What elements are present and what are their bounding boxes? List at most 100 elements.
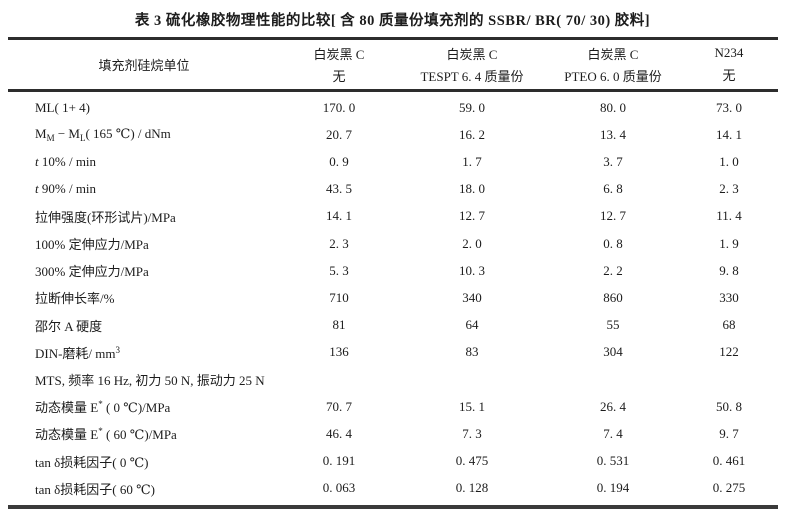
row-value: 0. 531 (596, 453, 630, 469)
row-value: 304 (603, 344, 623, 360)
header-col-line1: 白炭黑 C (446, 46, 498, 62)
row-value: 9. 7 (719, 425, 739, 441)
row-value: 340 (462, 289, 482, 305)
row-value: 710 (329, 289, 349, 305)
row-value: 20. 7 (326, 126, 352, 142)
header-col-line2: PTEO 6. 0 质量份 (564, 69, 662, 85)
row-value: 55 (606, 317, 620, 333)
row-label: 动态模量 E* ( 0 ℃)/MPa (35, 399, 171, 416)
header-col-line2: 无 (722, 68, 736, 84)
row-value: 2. 2 (603, 262, 623, 278)
row-value: 170. 0 (322, 99, 356, 115)
row-value: 122 (719, 344, 739, 360)
row-value: 10. 3 (459, 262, 485, 278)
row-value: 0. 9 (329, 153, 349, 169)
header-col-silica-tespt: 白炭黑 C TESPT 6. 4 质量份 (398, 40, 546, 89)
header-stub-label: 填充剂硅烷单位 (98, 58, 190, 73)
row-value: 70. 7 (326, 398, 352, 414)
row-value: 9. 8 (719, 262, 739, 278)
row-value: 12. 7 (600, 208, 626, 224)
row-value: 1. 7 (462, 153, 482, 169)
row-value: 330 (719, 289, 739, 305)
table-row: tan δ损耗因子( 60 ℃) 0. 063 0. 128 0. 194 0.… (8, 475, 778, 502)
row-value: 59. 0 (459, 99, 485, 115)
row-label: DIN-磨耗/ mm3 (35, 344, 121, 361)
table-row: DIN-磨耗/ mm3 136 83 304 122 (8, 339, 778, 366)
row-value: 0. 063 (322, 480, 356, 496)
row-value: 80. 0 (600, 99, 626, 115)
table-row: 动态模量 E* ( 60 ℃)/MPa 46. 4 7. 3 7. 4 9. 7 (8, 420, 778, 447)
header-col-silica-none: 白炭黑 C 无 (280, 40, 398, 89)
table-row: MTS, 频率 16 Hz, 初力 50 N, 振动力 25 N (8, 366, 778, 393)
row-value: 1. 0 (719, 153, 739, 169)
row-value: 5. 3 (329, 262, 349, 278)
row-label: MM − ML( 165 ℃) / dNm (35, 126, 171, 144)
header-col-line1: 白炭黑 C (587, 46, 639, 62)
header-col-line2: TESPT 6. 4 质量份 (420, 69, 524, 85)
row-label: MTS, 频率 16 Hz, 初力 50 N, 振动力 25 N (35, 372, 265, 388)
row-value: 0. 475 (455, 453, 489, 469)
row-value: 136 (329, 344, 349, 360)
row-label: t 10% / min (35, 153, 97, 169)
table-row: ML( 1+ 4) 170. 0 59. 0 80. 0 73. 0 (8, 94, 778, 121)
row-value: 0. 194 (596, 480, 630, 496)
row-label: 邵尔 A 硬度 (35, 318, 103, 334)
row-value: 50. 8 (716, 398, 742, 414)
header-col-silica-pteo: 白炭黑 C PTEO 6. 0 质量份 (546, 40, 680, 89)
data-table: 填充剂硅烷单位 白炭黑 C 无 白炭黑 C TESPT 6. 4 质量份 白炭黑… (8, 37, 778, 509)
header-stub-cell: 填充剂硅烷单位 (8, 40, 280, 89)
row-value: 6. 8 (603, 181, 623, 197)
header-col-line2: 无 (332, 69, 346, 85)
row-value: 83 (465, 344, 479, 360)
header-col-line1: N234 (714, 44, 744, 60)
row-value: 0. 275 (712, 480, 746, 496)
row-label: 300% 定伸应力/MPa (35, 264, 149, 280)
table-row: t 90% / min 43. 5 18. 0 6. 8 2. 3 (8, 176, 778, 203)
row-value: 14. 1 (326, 208, 352, 224)
row-value: 18. 0 (459, 181, 485, 197)
table-row: 动态模量 E* ( 0 ℃)/MPa 70. 7 15. 1 26. 4 50.… (8, 393, 778, 420)
row-label: 拉伸强度(环形试片)/MPa (35, 209, 176, 225)
row-label: 100% 定伸应力/MPa (35, 237, 149, 253)
table-row: 拉伸强度(环形试片)/MPa 14. 1 12. 7 12. 7 11. 4 (8, 203, 778, 230)
row-value: 3. 7 (603, 153, 623, 169)
row-label: ML( 1+ 4) (35, 99, 90, 115)
row-value: 0. 461 (712, 453, 746, 469)
row-value: 13. 4 (600, 126, 626, 142)
row-value: 16. 2 (459, 126, 485, 142)
row-value: 0. 191 (322, 453, 356, 469)
row-label: 拉断伸长率/% (35, 291, 115, 307)
row-value: 7. 4 (603, 425, 623, 441)
row-value: 2. 3 (329, 235, 349, 251)
row-value: 46. 4 (326, 425, 352, 441)
row-value: 860 (603, 289, 623, 305)
row-value: 68 (722, 317, 736, 333)
row-value: 64 (465, 317, 479, 333)
table-row: 拉断伸长率/% 710 340 860 330 (8, 284, 778, 311)
row-value: 81 (332, 317, 346, 333)
row-value: 14. 1 (716, 126, 742, 142)
row-value: 2. 0 (462, 235, 482, 251)
header-col-n234: N234 无 (680, 40, 778, 89)
row-value: 26. 4 (600, 398, 626, 414)
table-row: MM − ML( 165 ℃) / dNm 20. 7 16. 2 13. 4 … (8, 121, 778, 148)
row-label: t 90% / min (35, 181, 97, 197)
table-title: 表 3 硫化橡胶物理性能的比较[ 含 80 质量份填充剂的 SSBR/ BR( … (134, 13, 651, 29)
table-row: tan δ损耗因子( 0 ℃) 0. 191 0. 475 0. 531 0. … (8, 447, 778, 474)
table-row: 300% 定伸应力/MPa 5. 3 10. 3 2. 2 9. 8 (8, 257, 778, 284)
row-value: 0. 8 (603, 235, 623, 251)
row-label: tan δ损耗因子( 0 ℃) (35, 454, 149, 470)
table-row: 邵尔 A 硬度 81 64 55 68 (8, 312, 778, 339)
row-value: 43. 5 (326, 181, 352, 197)
table-row: t 10% / min 0. 9 1. 7 3. 7 1. 0 (8, 148, 778, 175)
row-value: 12. 7 (459, 208, 485, 224)
table-row: 100% 定伸应力/MPa 2. 3 2. 0 0. 8 1. 9 (8, 230, 778, 257)
row-label: tan δ损耗因子( 60 ℃) (35, 481, 155, 497)
table-body: ML( 1+ 4) 170. 0 59. 0 80. 0 73. 0 MM − … (8, 92, 778, 505)
row-value: 11. 4 (716, 208, 742, 224)
table-header-row: 填充剂硅烷单位 白炭黑 C 无 白炭黑 C TESPT 6. 4 质量份 白炭黑… (8, 40, 778, 92)
row-value: 2. 3 (719, 181, 739, 197)
row-value: 7. 3 (462, 425, 482, 441)
row-value: 1. 9 (719, 235, 739, 251)
